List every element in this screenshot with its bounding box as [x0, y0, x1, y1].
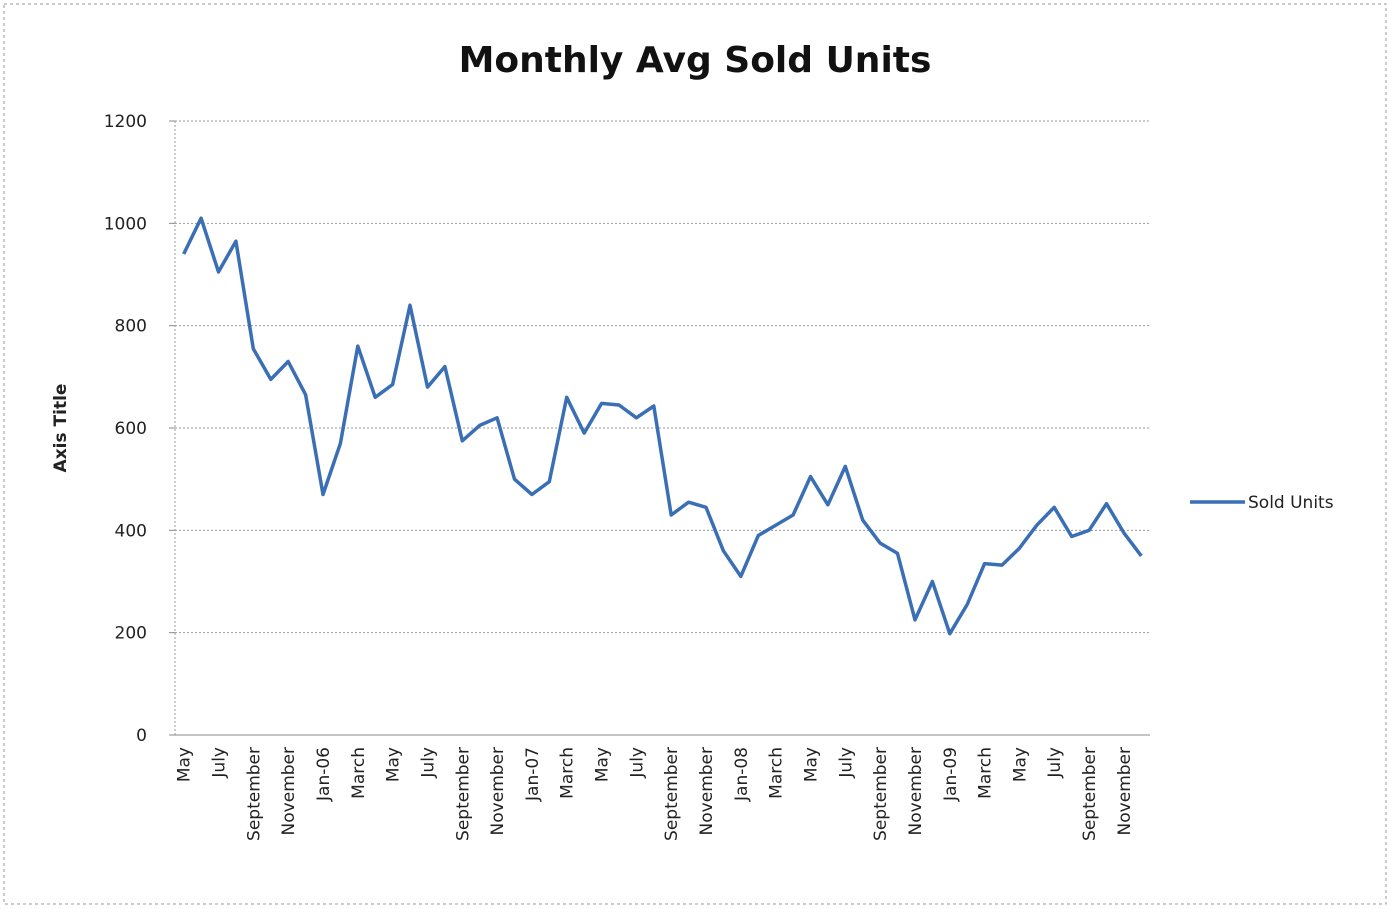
x-tick-label: November: [906, 747, 926, 835]
x-tick-label: July: [418, 747, 438, 779]
x-tick-label: September: [871, 747, 891, 841]
x-tick-label: November: [1115, 747, 1135, 835]
x-tick-label: May: [175, 747, 195, 782]
y-tick-label: 0: [136, 726, 147, 746]
x-tick-label: November: [697, 747, 717, 835]
x-tick-label: Jan-06: [314, 747, 334, 802]
x-tick-label: March: [349, 747, 369, 799]
x-tick-label: May: [1010, 747, 1030, 782]
x-tick-label: July: [627, 747, 647, 779]
x-tick-label: September: [244, 747, 264, 841]
x-tick-label: July: [1045, 747, 1065, 779]
x-tick-label: July: [836, 747, 856, 779]
x-tick-label: March: [558, 747, 578, 799]
x-tick-label: May: [384, 747, 404, 782]
line-series: [182, 216, 1143, 636]
x-tick-label: September: [662, 747, 682, 841]
x-tick-label: July: [210, 747, 230, 779]
y-tick-label: 800: [115, 317, 147, 337]
x-tick-label: May: [593, 747, 613, 782]
y-tick-label: 1200: [104, 112, 147, 132]
y-tick-label: 1000: [104, 214, 147, 234]
x-tick-label: May: [801, 747, 821, 782]
x-tick-label: September: [1080, 747, 1100, 841]
x-tick-label: November: [279, 747, 299, 835]
x-tick-label: March: [976, 747, 996, 799]
x-tick-label: Jan-07: [523, 747, 543, 802]
legend-label: Sold Units: [1248, 493, 1334, 513]
x-tick-label: March: [767, 747, 787, 799]
y-tick-label: 600: [115, 419, 147, 439]
y-tick-label: 400: [115, 521, 147, 541]
x-tick-label: Jan-08: [732, 747, 752, 802]
chart-title: Monthly Avg Sold Units: [459, 40, 932, 81]
y-axis-title: Axis Title: [51, 384, 71, 473]
y-tick-label: 200: [115, 624, 147, 644]
x-tick-label: September: [453, 747, 473, 841]
x-tick-label: November: [488, 747, 508, 835]
chart-border: [3, 3, 1387, 905]
x-tick-label: Jan-09: [941, 747, 961, 802]
